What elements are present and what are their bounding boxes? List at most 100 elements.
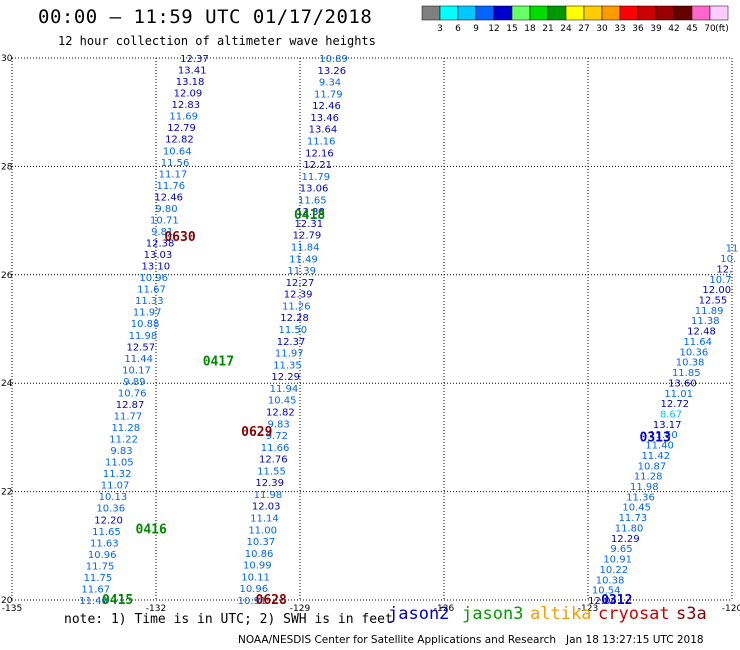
wave-height-label: 10.96 (139, 273, 168, 284)
colorbar-label: 45 (686, 24, 697, 34)
wave-height-label: 11.98 (630, 482, 659, 493)
colorbar-label: 33 (614, 24, 625, 34)
wave-height-label: 11.49 (289, 254, 318, 265)
wave-height-label: 11.22 (109, 435, 138, 446)
wave-height-label: 10.88 (131, 319, 160, 330)
wave-height-label: 11.05 (105, 458, 134, 469)
wave-height-label: 9.72 (266, 431, 288, 442)
wave-height-label: 11.97 (133, 308, 162, 319)
wave-height-label: 11.75 (84, 573, 113, 584)
colorbar-swatch (565, 5, 585, 21)
wave-height-label: 12.57 (126, 342, 155, 353)
wave-height-label: 10.91 (603, 555, 632, 566)
wave-height-label: 11.73 (619, 513, 648, 524)
colorbar-swatch (493, 5, 513, 21)
wave-height-label: 13.17 (653, 420, 682, 431)
wave-height-label: 13.60 (668, 378, 697, 389)
colorbar-swatch (619, 5, 639, 21)
wave-height-label: 11.35 (273, 360, 302, 371)
wave-height-label: 11.40 (645, 441, 674, 452)
wave-height-label: 13.18 (176, 77, 205, 88)
pass-time-label: 0416 (136, 523, 167, 538)
wave-height-label: 13.64 (309, 125, 338, 136)
x-tick-label: -123 (578, 604, 598, 614)
wave-height-label: 11.40 (79, 596, 108, 607)
wave-height-label: 11.07 (101, 481, 130, 492)
wave-height-label: 12.79 (167, 123, 196, 134)
colorbar-label: 27 (578, 24, 589, 34)
wave-height-label: 12.48 (687, 327, 716, 338)
colorbar-label: 39 (650, 24, 662, 34)
wave-height-label: 10.89 (319, 54, 348, 65)
wave-height-label: 12.37 (277, 337, 306, 348)
wave-height-label: 13.10 (141, 262, 170, 273)
pass-time-label: 0628 (256, 593, 287, 608)
wave-height-label: 11.69 (169, 112, 198, 123)
wave-height-label: 10.91 (238, 596, 267, 607)
colorbar-label: 36 (632, 24, 644, 34)
wave-height-label: 10.22 (600, 565, 629, 576)
wave-height-label: 10.37 (247, 537, 276, 548)
wave-height-label: 13.41 (178, 66, 207, 77)
wave-height-label: 11.55 (257, 466, 286, 477)
wave-height-label: 11.79 (302, 172, 331, 183)
wave-height-label: 12.09 (174, 89, 203, 100)
wave-height-label: 12.55 (699, 296, 728, 307)
wave-height-label: 12.72 (661, 399, 690, 410)
wave-height-label: 11 (726, 244, 739, 255)
wave-height-label: 11.65 (92, 527, 121, 538)
wave-height-label: 11.38 (691, 316, 720, 327)
colorbar-label: 15 (506, 24, 517, 34)
y-tick-label: 24 (1, 379, 13, 389)
wave-height-label: 13.26 (318, 66, 347, 77)
wave-height-label: 11.50 (649, 430, 678, 441)
wave-height-label: 12.82 (266, 407, 295, 418)
wave-height-label: 11.01 (664, 389, 693, 400)
colorbar-label: 3 (437, 24, 443, 34)
colorbar-swatch (601, 5, 621, 21)
wave-height-label: 9.83 (267, 419, 289, 430)
colorbar-swatch (673, 5, 693, 21)
wave-height-label: 13.06 (300, 184, 329, 195)
colorbar-label: 21 (542, 24, 553, 34)
wave-height-label: 11.32 (103, 469, 132, 480)
wave-height-label: 12.82 (165, 135, 194, 146)
wave-height-label: 11.77 (114, 411, 143, 422)
wave-height-label: 10.13 (99, 492, 128, 503)
wave-height-label: 12.46 (154, 192, 183, 203)
pass-time-label: 0313 (640, 430, 671, 445)
wave-height-label: 10. (720, 254, 736, 265)
wave-height-label: 11.67 (137, 285, 166, 296)
colorbar-swatch (439, 5, 459, 21)
wave-height-label: 12.16 (305, 148, 334, 159)
colorbar-swatch (547, 5, 567, 21)
colorbar-label: 70 (704, 24, 716, 34)
wave-height-label: 9.81 (151, 227, 173, 238)
wave-height-label: 10.87 (638, 461, 667, 472)
wave-height-label: 11.67 (81, 584, 110, 595)
wave-height-label: 12.29 (271, 372, 300, 383)
wave-height-label: 11.42 (641, 451, 670, 462)
wave-height-label: 11.76 (156, 181, 185, 192)
wave-height-label: 9.89 (123, 377, 145, 388)
wave-height-label: 12.21 (303, 160, 332, 171)
wave-height-label: 10.38 (596, 575, 625, 586)
wave-height-label: 11.89 (695, 306, 724, 317)
wave-height-label: 12.38 (296, 207, 325, 218)
wave-height-label: 12.04 (588, 596, 617, 607)
wave-height-label: 11.33 (135, 296, 164, 307)
wave-height-label: 12. (716, 264, 732, 275)
wave-height-label: 11.94 (270, 384, 299, 395)
wave-height-label: 11.75 (86, 561, 115, 572)
wave-height-label: 10.38 (676, 358, 705, 369)
chart-subtitle: 12 hour collection of altimeter wave hei… (58, 34, 376, 48)
wave-height-label: 11.14 (250, 514, 279, 525)
wave-height-label: 11.63 (90, 538, 119, 549)
wave-height-label: 11.28 (634, 472, 663, 483)
colorbar-swatch (421, 5, 441, 21)
wave-height-label: 12.37 (180, 54, 209, 65)
colorbar-label: 9 (473, 24, 479, 34)
wave-height-label: 11.64 (683, 337, 712, 348)
colorbar-label: 42 (668, 24, 679, 34)
